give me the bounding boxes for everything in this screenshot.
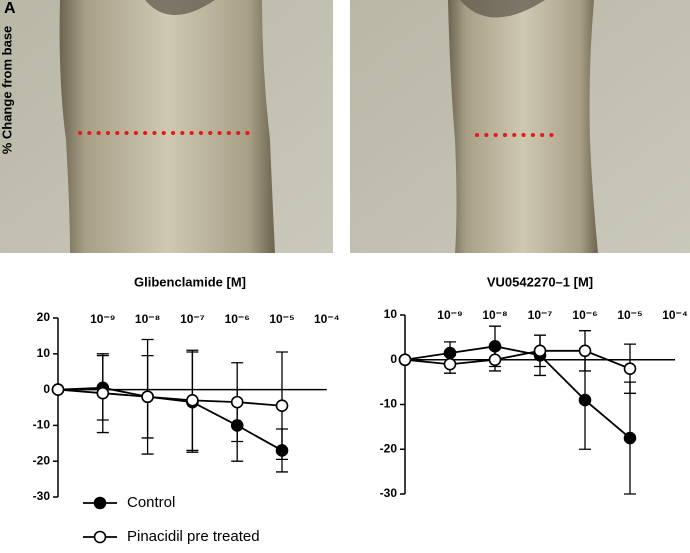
data-point bbox=[186, 394, 199, 407]
y-tick-label: -20 bbox=[380, 441, 398, 455]
panel-label: A bbox=[4, 0, 16, 17]
data-point bbox=[578, 344, 592, 358]
data-point bbox=[533, 344, 547, 358]
x-tick-label: 10⁻⁹ bbox=[90, 312, 115, 326]
y-axis-label: % Change from base bbox=[0, 26, 14, 155]
data-point bbox=[623, 362, 637, 376]
data-point bbox=[96, 386, 110, 400]
series-line bbox=[57, 386, 283, 452]
data-point bbox=[275, 399, 289, 413]
x-tick-label: 10⁻⁶ bbox=[572, 308, 597, 322]
series-line bbox=[57, 388, 283, 407]
data-point bbox=[623, 431, 637, 445]
legend-marker bbox=[93, 496, 107, 510]
y-tick-label: 10 bbox=[37, 346, 51, 360]
x-tick-label: 10⁻⁵ bbox=[617, 308, 642, 322]
y-tick-label: 0 bbox=[43, 382, 50, 396]
data-point bbox=[443, 357, 457, 371]
data-point bbox=[578, 393, 592, 407]
x-tick-label: 10⁻⁵ bbox=[269, 312, 294, 326]
chart-title: Glibenclamide [M] bbox=[134, 274, 246, 289]
photo-right bbox=[350, 0, 690, 253]
data-point bbox=[488, 353, 502, 367]
x-tick-label: 10⁻⁹ bbox=[437, 308, 462, 322]
legend-label: Pinacidil pre treated bbox=[127, 528, 260, 545]
data-point bbox=[230, 395, 244, 409]
x-tick-label: 10⁻⁷ bbox=[528, 308, 553, 322]
y-tick-label: -10 bbox=[380, 397, 398, 411]
y-tick-label: 0 bbox=[390, 352, 397, 366]
y-tick-label: -10 bbox=[33, 418, 51, 432]
photo-left bbox=[0, 0, 333, 253]
x-tick-label: 10⁻⁶ bbox=[225, 312, 250, 326]
chart-title: VU0542270–1 [M] bbox=[487, 274, 593, 289]
series-line bbox=[404, 349, 631, 370]
x-tick-label: 10⁻⁷ bbox=[180, 312, 205, 326]
series-line bbox=[404, 345, 631, 439]
x-tick-label: 10⁻⁴ bbox=[314, 312, 340, 326]
legend-marker bbox=[93, 530, 107, 544]
y-tick-label: -30 bbox=[380, 486, 398, 500]
data-point bbox=[398, 353, 412, 367]
y-tick-label: -20 bbox=[33, 453, 51, 467]
y-tick-label: 10 bbox=[384, 307, 398, 321]
x-tick-label: 10⁻⁴ bbox=[662, 308, 688, 322]
data-point bbox=[51, 383, 65, 396]
x-tick-label: 10⁻⁸ bbox=[482, 308, 507, 322]
y-tick-label: -30 bbox=[33, 489, 51, 503]
y-tick-label: 20 bbox=[37, 310, 51, 324]
data-point bbox=[141, 390, 154, 404]
legend-label: Control bbox=[127, 494, 175, 511]
x-tick-label: 10⁻⁸ bbox=[135, 312, 160, 326]
